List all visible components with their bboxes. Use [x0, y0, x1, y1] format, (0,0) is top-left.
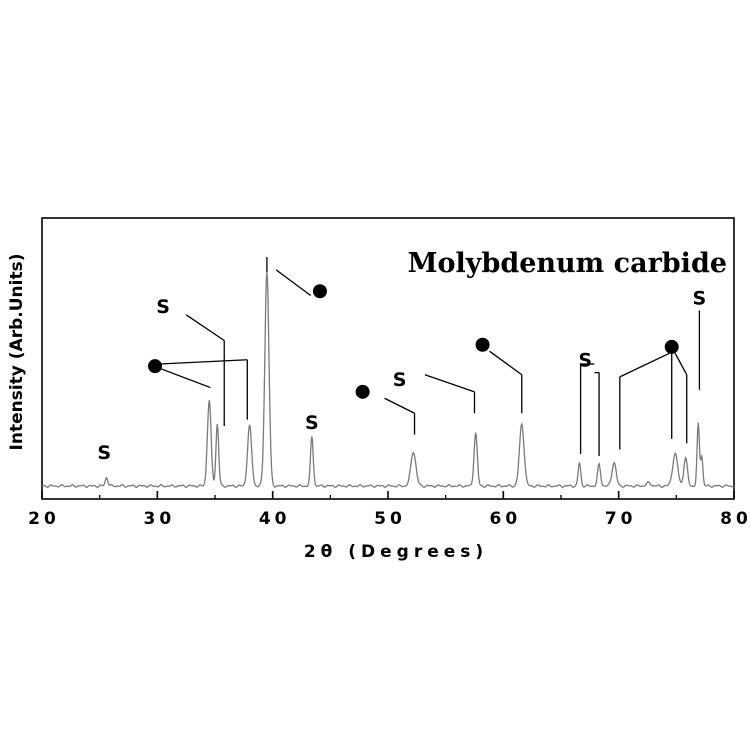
- leader-line: [384, 397, 415, 414]
- leader-line: [424, 374, 475, 393]
- x-tick-label: 70: [605, 509, 637, 529]
- x-tick-label: 20: [28, 509, 60, 529]
- x-tick-label: 40: [259, 509, 291, 529]
- leader-line: [275, 269, 312, 297]
- leader-line: [159, 359, 248, 365]
- leader-line: [674, 353, 688, 376]
- leader-line: [619, 352, 670, 378]
- phase-s-label: S: [578, 350, 592, 372]
- x-axis-title: 2θ (Degrees): [304, 542, 488, 562]
- phase-dot-marker: [312, 284, 327, 299]
- phase-dot-marker: [664, 339, 679, 354]
- phase-s-label: S: [156, 296, 170, 318]
- leader-line: [489, 350, 523, 376]
- phase-dot-marker: [475, 337, 490, 352]
- leader-line: [159, 367, 211, 389]
- xrd-line: [42, 271, 735, 488]
- phase-s-label: S: [693, 288, 707, 310]
- phase-dot-marker: [355, 384, 370, 399]
- phase-s-label: S: [393, 369, 407, 391]
- peak-annotations: S S S S S S: [97, 257, 706, 464]
- chart-title: Molybdenum carbide: [408, 248, 727, 279]
- phase-s-label: S: [97, 442, 111, 464]
- x-tick-label: 60: [489, 509, 521, 529]
- x-tick-label: 80: [720, 509, 750, 529]
- x-tick-label: 30: [143, 509, 175, 529]
- phase-dot-marker: [148, 359, 163, 374]
- leader-line: [185, 314, 225, 342]
- x-axis-ticks: 20 30 40 50 60 70 80: [28, 491, 750, 529]
- phase-s-label: S: [305, 412, 319, 434]
- x-tick-label: 50: [374, 509, 406, 529]
- diffraction-series: [42, 271, 735, 488]
- y-axis-title: Intensity (Arb.Units): [7, 254, 27, 451]
